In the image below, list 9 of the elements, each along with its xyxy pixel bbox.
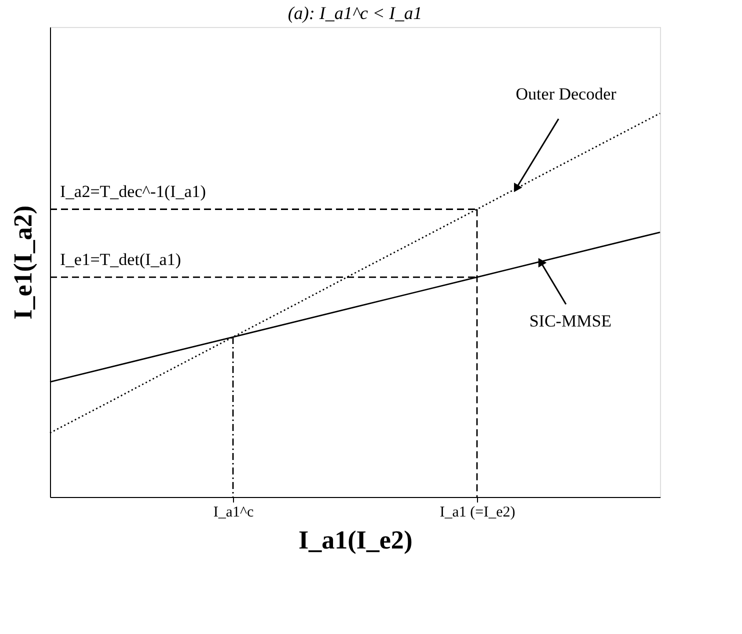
text: SIC-MMSE: [529, 312, 612, 331]
annotation: I_e1=T_det(I_a1): [60, 250, 181, 270]
y-axis-title: I_e1(I_a2): [8, 205, 38, 320]
x-axis-title: I_a1(I_e2): [298, 526, 413, 554]
annotation: I_a2=T_dec^-1(I_a1): [60, 182, 206, 202]
x-tick-label: I_a1^c: [213, 504, 254, 520]
series-label: Outer Decoder: [516, 84, 617, 104]
x-tick-label: I_a1 (=I_e2): [440, 504, 516, 520]
chart-title: (a): I_a1^c < I_a1: [288, 3, 422, 23]
